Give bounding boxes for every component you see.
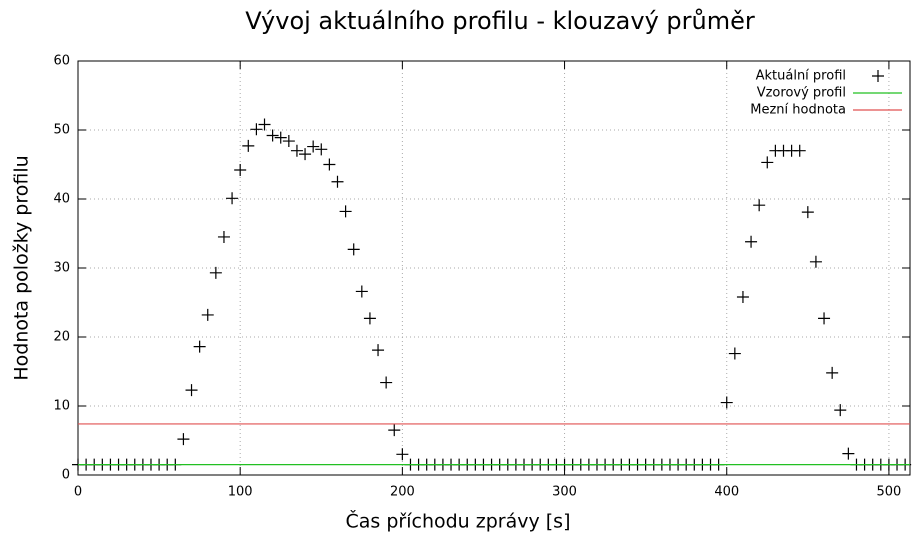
point [842,447,855,460]
point [266,129,279,142]
point [217,230,230,243]
point [720,396,733,409]
point [307,140,320,153]
point [315,143,328,156]
point [818,312,831,325]
x-tick-label: 300 [552,485,577,500]
point [736,290,749,303]
point [761,156,774,169]
point [347,243,360,256]
x-axis-label: Čas příchodu zprávy [s] [346,509,571,533]
y-tick-label: 50 [53,123,70,138]
point [745,235,758,248]
y-tick-label: 0 [62,468,70,483]
point [193,340,206,353]
chart-title: Vývoj aktuálního profilu - klouzavý prům… [245,7,755,35]
point [209,266,222,279]
point [388,424,401,437]
point [242,139,255,152]
y-tick-label: 40 [53,192,70,207]
point [299,148,312,161]
x-tick-label: 0 [74,485,82,500]
legend-label: Mezní hodnota [750,103,846,118]
point [258,118,271,131]
point [753,199,766,212]
y-axis-label: Hodnota položky profilu [11,155,33,380]
point [282,135,295,148]
point [834,404,847,417]
point [250,123,263,136]
x-tick-label: 200 [390,485,415,500]
legend-label: Aktuální profil [756,69,846,84]
legend-swatch [872,70,884,82]
point [274,131,287,144]
point [396,448,409,461]
y-tick-label: 60 [53,54,70,69]
plot-frame [77,60,911,476]
point [226,192,239,205]
point [826,366,839,379]
point [290,144,303,157]
y-tick-label: 10 [53,399,70,414]
point [339,205,352,218]
point [801,206,814,219]
legend-label: Vzorový profil [757,86,846,101]
y-tick-label: 30 [53,261,70,276]
point [793,144,806,157]
point [323,158,336,171]
x-tick-label: 100 [228,485,253,500]
point [201,308,214,321]
point [177,433,190,446]
point [809,255,822,268]
x-tick-label: 400 [714,485,739,500]
x-tick-label: 500 [877,485,902,500]
point [728,347,741,360]
y-tick-label: 20 [53,330,70,345]
point [234,164,247,177]
point [380,376,393,389]
point [363,312,376,325]
point [331,175,344,188]
point [185,384,198,397]
point [355,285,368,298]
point [372,344,385,357]
